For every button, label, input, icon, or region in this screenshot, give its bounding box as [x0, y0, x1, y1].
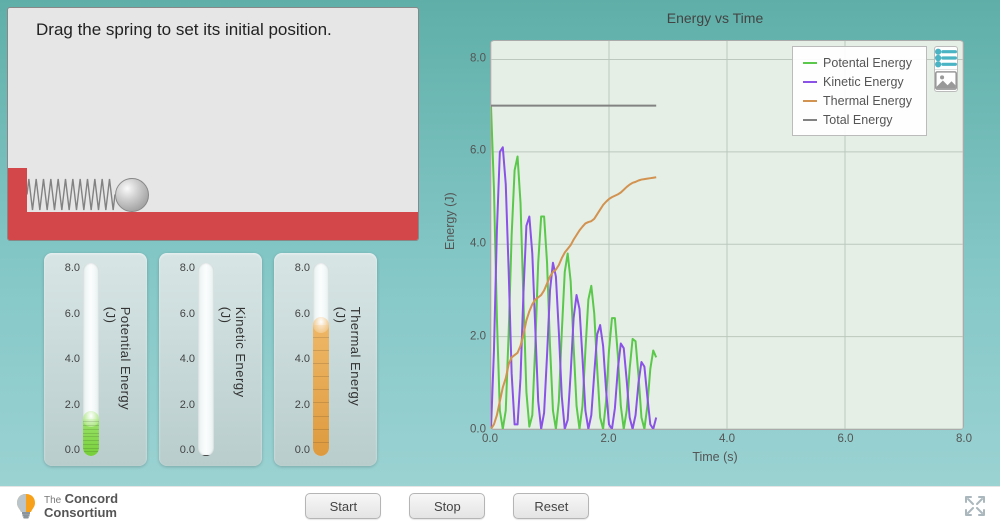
logo-text: The Concord Consortium [44, 492, 118, 520]
gauge-label: Thermal Energy (J) [333, 306, 363, 413]
footer: The Concord Consortium Start Stop Reset [0, 486, 1000, 526]
gauge-tick: 4.0 [282, 354, 310, 365]
gauge-tick: 2.0 [167, 400, 195, 411]
gauge-tube [198, 263, 214, 456]
chart-title: Energy vs Time [450, 10, 980, 26]
legend-item[interactable]: Total Energy [803, 110, 912, 129]
gauge-tick: 6.0 [167, 309, 195, 320]
chart-plot-area[interactable]: Potental Energy Kinetic Energy Thermal E… [490, 40, 964, 430]
gauge-tick: 8.0 [282, 263, 310, 274]
chart-legend: Potental Energy Kinetic Energy Thermal E… [792, 46, 927, 136]
legend-toggle-icon[interactable] [935, 47, 957, 69]
gauge-tick: 8.0 [52, 263, 80, 274]
gauge-tick: 4.0 [167, 354, 195, 365]
legend-item[interactable]: Kinetic Energy [803, 72, 912, 91]
simulation-canvas[interactable]: Drag the spring to set its initial posit… [7, 7, 419, 241]
reset-button[interactable]: Reset [513, 493, 589, 519]
legend-label: Potental Energy [823, 56, 912, 70]
gauge-tick: 2.0 [282, 400, 310, 411]
legend-label: Thermal Energy [823, 94, 912, 108]
gauge-tick: 8.0 [167, 263, 195, 274]
gauge-tick: 6.0 [282, 309, 310, 320]
concord-logo[interactable]: The Concord Consortium [14, 492, 118, 520]
gauge-tick: 0.0 [167, 445, 195, 456]
gauge-potential: 8.0 6.0 4.0 2.0 0.0 Potential Energy (J) [44, 253, 147, 466]
chart-y-axis: 8.06.04.02.00.0 [455, 40, 490, 435]
gauge-tick: 0.0 [52, 445, 80, 456]
lightbulb-icon [14, 492, 38, 520]
gauge-label: Kinetic Energy (J) [218, 306, 248, 413]
legend-label: Kinetic Energy [823, 75, 904, 89]
gauge-tick: 0.0 [282, 445, 310, 456]
legend-label: Total Energy [823, 113, 892, 127]
legend-item[interactable]: Thermal Energy [803, 91, 912, 110]
legend-item[interactable]: Potental Energy [803, 53, 912, 72]
spring[interactable] [27, 177, 115, 212]
ball[interactable] [115, 178, 149, 212]
gauge-thermal: 8.0 6.0 4.0 2.0 0.0 Thermal Energy (J) [274, 253, 377, 466]
gauge-tube [83, 263, 99, 456]
gauge-kinetic: 8.0 6.0 4.0 2.0 0.0 Kinetic Energy (J) [159, 253, 262, 466]
control-buttons: Start Stop Reset [305, 493, 589, 519]
stop-button[interactable]: Stop [409, 493, 485, 519]
gauge-label: Potential Energy (J) [103, 306, 133, 413]
gauge-tube [313, 263, 329, 456]
chart-xlabel: Time (s) [450, 450, 980, 464]
fullscreen-icon[interactable] [964, 495, 986, 517]
chart-x-axis: 0.02.04.06.08.0 [490, 430, 965, 450]
start-button[interactable]: Start [305, 493, 381, 519]
gauge-tick: 6.0 [52, 309, 80, 320]
gauge-tick: 2.0 [52, 400, 80, 411]
snapshot-icon[interactable] [935, 69, 957, 91]
chart-toolbar [934, 46, 958, 92]
gauges-row: 8.0 6.0 4.0 2.0 0.0 Potential Energy (J) 8.0… [44, 253, 377, 466]
gauge-tick: 4.0 [52, 354, 80, 365]
sim-instruction-text: Drag the spring to set its initial posit… [36, 20, 332, 40]
sim-floor [8, 212, 418, 240]
